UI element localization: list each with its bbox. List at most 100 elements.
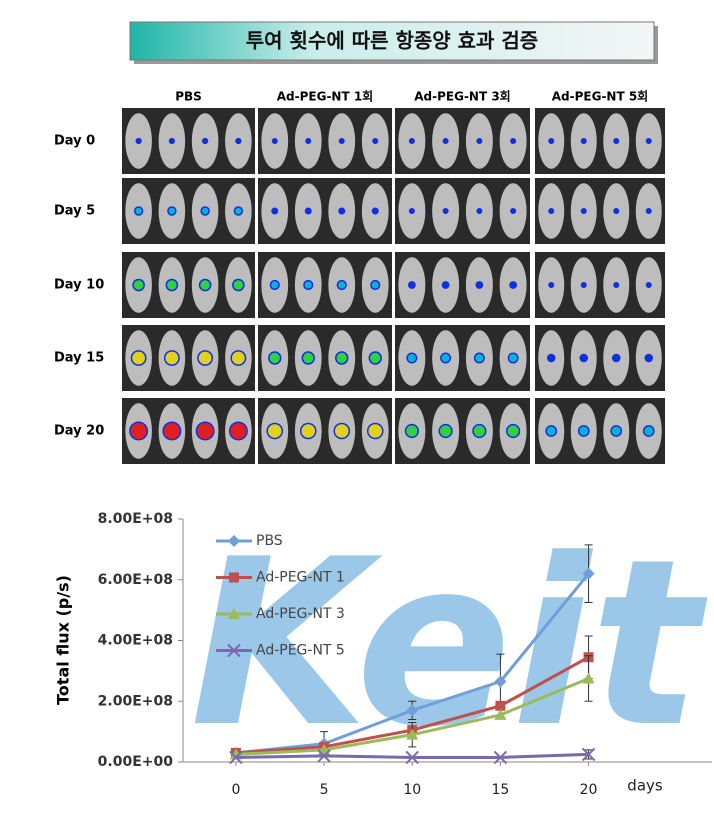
marker [582, 672, 595, 684]
signal [271, 281, 279, 289]
signal [475, 354, 484, 362]
row-label: Day 5 [54, 204, 95, 219]
column-label: Ad-PEG-NT 3회 [414, 89, 510, 104]
marker [493, 750, 508, 765]
signal [163, 423, 180, 439]
signal [582, 139, 586, 143]
signal [200, 280, 210, 290]
signal [373, 209, 378, 213]
signal [580, 355, 587, 361]
signal [511, 209, 515, 213]
signal [507, 425, 519, 437]
signal [443, 282, 449, 288]
marker [405, 750, 419, 765]
column-label: Ad-PEG-NT 1회 [277, 89, 373, 104]
x-tick-label: 15 [491, 782, 509, 798]
signal [644, 426, 654, 436]
signal [135, 207, 142, 215]
signal [273, 139, 277, 143]
signal [406, 425, 418, 437]
signal [614, 209, 618, 213]
signal [410, 139, 414, 143]
signal [336, 352, 347, 364]
signal [477, 139, 481, 143]
signal [477, 209, 481, 213]
signal [165, 351, 179, 365]
marker [582, 567, 595, 580]
signal [645, 355, 652, 361]
signal [269, 352, 280, 364]
signal [197, 423, 214, 439]
signal [549, 283, 553, 287]
signal [582, 283, 586, 287]
y-tick-label: 4.00E+08 [98, 633, 173, 649]
title: 투여 횟수에 따른 항종양 효과 검증 [246, 29, 538, 53]
row-label: Day 0 [54, 134, 95, 149]
x-tick-label: 5 [320, 782, 329, 798]
chart: Keit 0.00E+00 2.00E+08 4.00E+08 6.00E+08 8.00… [54, 511, 712, 798]
signal [373, 139, 377, 143]
signal [304, 281, 312, 289]
signal [614, 283, 618, 287]
image-grid: PBS Ad-PEG-NT 1회 Ad-PEG-NT 3회 Ad-PEG-NT 5회 D… [54, 89, 665, 464]
marker [495, 700, 506, 711]
signal [167, 280, 177, 290]
signal [473, 425, 485, 437]
signal [548, 355, 555, 361]
signal [407, 354, 416, 362]
signal [546, 426, 556, 436]
signal [230, 423, 247, 439]
x-tick-label: 10 [403, 782, 421, 798]
signal [611, 426, 621, 436]
signal [301, 424, 316, 438]
marker [406, 728, 419, 740]
signal [133, 280, 144, 290]
y-tick-label: 2.00E+08 [98, 693, 173, 709]
signal [440, 425, 452, 437]
signal [272, 209, 277, 213]
signal [509, 354, 518, 362]
signal [130, 423, 147, 439]
legend-marker [229, 572, 239, 583]
signal [198, 351, 212, 365]
signal [233, 280, 244, 290]
signal [441, 354, 450, 362]
signal [137, 139, 141, 143]
signal [579, 426, 589, 436]
legend-marker [227, 643, 241, 658]
x-tick-label: 0 [231, 782, 240, 798]
signal [235, 207, 242, 215]
y-axis-label: Total flux (p/s) [54, 575, 73, 705]
legend-label: Ad-PEG-NT 3 [256, 606, 345, 622]
signal [132, 351, 146, 365]
signal [306, 139, 310, 143]
marker [317, 749, 331, 763]
y-tick-label: 0.00E+00 [98, 754, 174, 770]
signal [368, 424, 383, 438]
signal [510, 282, 516, 288]
row-label: Day 15 [54, 351, 104, 366]
signal [549, 209, 553, 213]
signal [582, 209, 586, 213]
signal [334, 424, 349, 438]
row-label: Day 10 [54, 278, 104, 293]
signal [231, 351, 245, 365]
signal [444, 139, 448, 143]
watermark: Keit [190, 511, 708, 778]
marker [494, 708, 507, 720]
signal [201, 207, 209, 215]
signal [339, 209, 344, 213]
column-label: PBS [175, 90, 202, 104]
signal [476, 282, 482, 288]
signal [338, 281, 346, 289]
marker [581, 747, 596, 762]
signal [409, 282, 415, 288]
signal [549, 139, 553, 143]
legend-label: Ad-PEG-NT 5 [256, 643, 345, 659]
signal [614, 139, 618, 143]
signal [168, 207, 176, 215]
signal [340, 139, 344, 143]
signal [170, 139, 174, 143]
marker [406, 704, 419, 717]
